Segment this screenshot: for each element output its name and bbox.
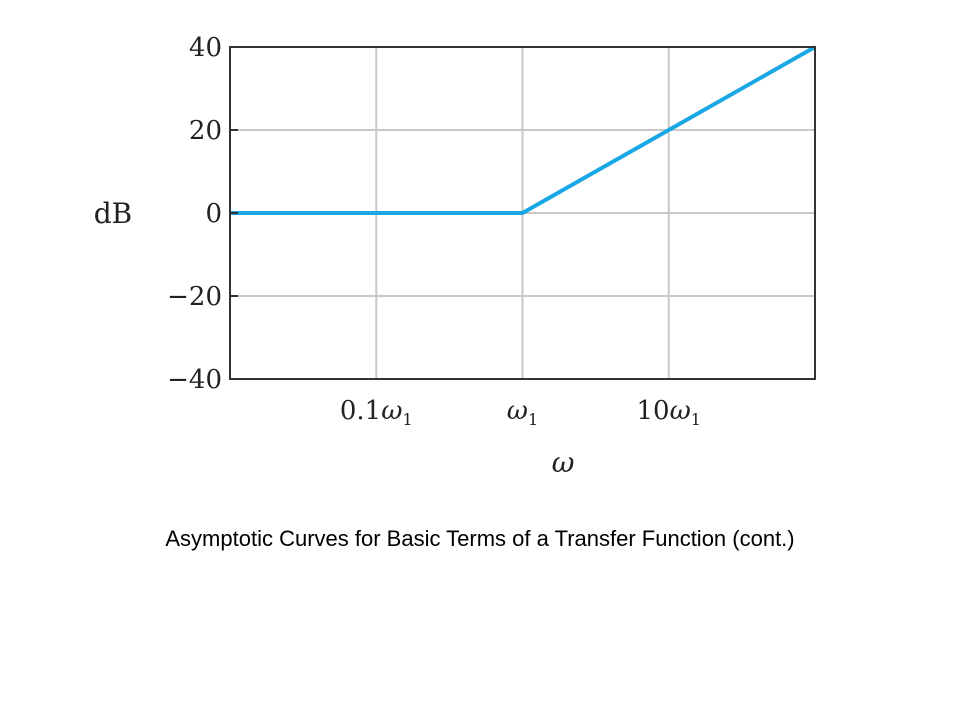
bode-asymptote-chart: 40 20 0 −20 −40 0.1ω1 ω1 10ω1 dB ω bbox=[94, 33, 816, 479]
x-tick-label: 0.1ω1 bbox=[340, 396, 413, 429]
x-tick-label: 10ω1 bbox=[637, 396, 701, 429]
x-axis-label: ω bbox=[552, 446, 575, 479]
slide-caption: Asymptotic Curves for Basic Terms of a T… bbox=[165, 526, 795, 551]
x-tick-label: ω1 bbox=[507, 396, 538, 429]
y-axis-label: dB bbox=[94, 197, 133, 230]
y-tick-label: −20 bbox=[167, 282, 222, 312]
y-tick-label: −40 bbox=[167, 365, 222, 395]
chart-canvas: 40 20 0 −20 −40 0.1ω1 ω1 10ω1 dB ω bbox=[94, 33, 816, 479]
y-tick-label: 20 bbox=[189, 116, 222, 146]
y-tick-label: 40 bbox=[189, 33, 222, 63]
asymptote-series-line bbox=[230, 45, 816, 215]
y-tick-label: 0 bbox=[205, 199, 222, 229]
